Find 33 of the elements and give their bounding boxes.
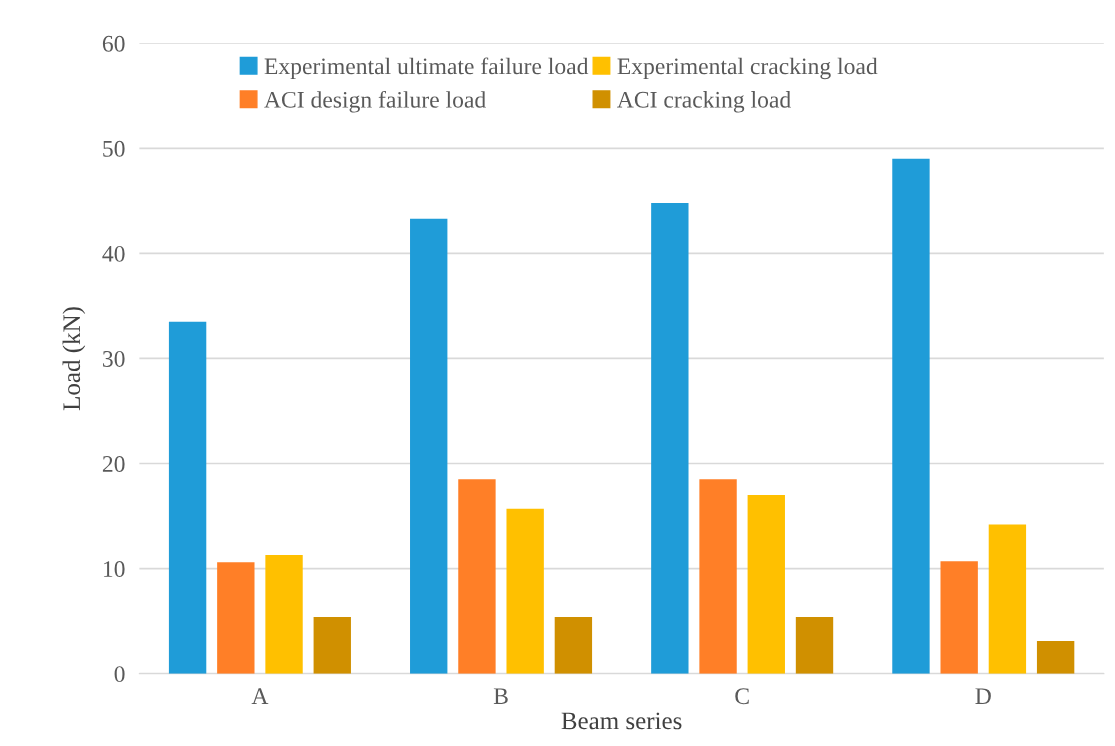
bar xyxy=(892,158,930,674)
bar xyxy=(313,616,351,674)
x-tick-label: C xyxy=(735,688,749,705)
y-tick-label: 60 xyxy=(102,35,125,52)
bar xyxy=(410,218,448,674)
bar xyxy=(168,321,207,674)
legend-label: Experimental ultimate failure load xyxy=(264,57,589,80)
bar xyxy=(699,479,737,674)
bar xyxy=(795,616,834,674)
bar xyxy=(651,202,689,674)
y-tick-label: 10 xyxy=(103,561,125,577)
x-axis-title: Beam series xyxy=(561,712,682,730)
y-tick-label: 0 xyxy=(114,666,125,683)
y-tick-label: 40 xyxy=(102,245,125,262)
bar xyxy=(747,495,785,674)
legend-label: ACI cracking load xyxy=(617,91,791,113)
legend-label: Experimental cracking load xyxy=(617,57,878,80)
y-axis-title: Load (kN) xyxy=(62,307,86,411)
bar xyxy=(940,561,978,674)
bar xyxy=(217,562,255,674)
bar xyxy=(554,616,593,674)
bar xyxy=(265,554,303,674)
bar xyxy=(458,479,496,674)
y-tick-label: 20 xyxy=(102,456,125,472)
y-tick-label: 30 xyxy=(103,350,125,367)
bar xyxy=(506,508,544,674)
x-tick-label: D xyxy=(975,688,991,704)
legend-label: ACI design failure load xyxy=(264,90,486,113)
y-tick-label: 50 xyxy=(103,140,125,157)
x-tick-label: B xyxy=(493,688,508,704)
bar xyxy=(988,524,1027,674)
bar xyxy=(1036,641,1075,674)
x-tick-label: A xyxy=(251,688,269,704)
